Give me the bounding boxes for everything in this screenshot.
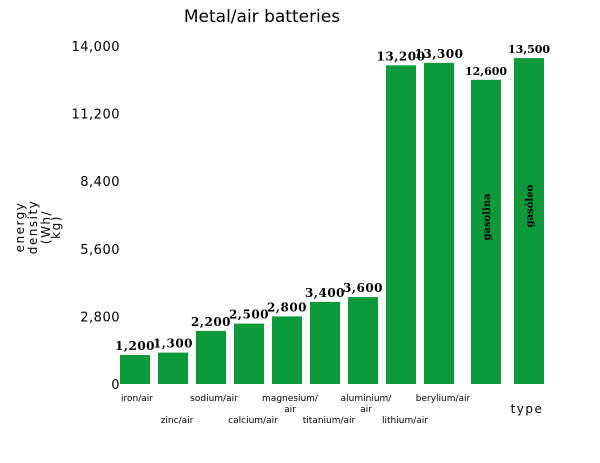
y-tick-label: 2,800 [80, 310, 120, 325]
y-tick-label: 14,000 [72, 40, 121, 55]
x-tick-label: air [284, 405, 296, 415]
bar-value-label: 3,400 [305, 286, 345, 300]
x-tick-label: calcium/air [228, 416, 278, 426]
x-tick-label: titanium/air [303, 416, 356, 426]
x-tick-label: sodium/air [190, 394, 238, 404]
bar-value-label: 13,200 [377, 49, 426, 63]
y-tick-label: 5,600 [80, 243, 120, 258]
bar [234, 323, 264, 384]
bar [310, 301, 340, 384]
bar-value-label: 12,600 [465, 65, 507, 78]
bar-inner-label: gasóleo [525, 184, 536, 227]
bar-value-label: 3,600 [343, 281, 383, 295]
bar-value-label: 13,300 [415, 47, 464, 61]
x-tick-label: air [360, 405, 372, 415]
y-axis-ticks: 0 2,800 5,600 8,400 11,200 14,000 [72, 40, 121, 393]
y-axis-label-line: (Wh/ [39, 210, 53, 244]
bar-value-label: 1,200 [115, 339, 155, 353]
bar [424, 62, 454, 385]
bar [272, 316, 302, 384]
bar-value-label: 13,500 [508, 43, 550, 56]
bar-value-label: 2,500 [229, 308, 269, 322]
y-axis-label-line: energy [13, 202, 27, 253]
y-tick-label: 8,400 [80, 175, 120, 190]
bar-value-label: 1,300 [153, 337, 193, 351]
bar-value-label: 2,800 [267, 300, 307, 314]
bar [386, 65, 416, 385]
y-axis-label-line: density [26, 200, 40, 255]
bar [120, 355, 150, 384]
x-axis-ticks: iron/air zinc/air sodium/air calcium/air mag… [121, 394, 471, 426]
bar [158, 352, 188, 384]
x-axis-label: type [511, 402, 544, 416]
y-axis-label: energy density (Wh/kg) [13, 200, 63, 255]
x-tick-label: magnesium/ [262, 394, 319, 404]
bar [514, 58, 544, 384]
bar [196, 330, 226, 384]
bar [471, 79, 501, 385]
x-tick-label: berylium/air [416, 394, 471, 404]
x-tick-label: iron/air [121, 394, 153, 404]
bar-value-label: 2,200 [191, 315, 231, 329]
bar-inner-label: gasolina [482, 193, 493, 241]
x-tick-label: aluminium/ [341, 394, 393, 404]
chart-title: Metal/air batteries [184, 7, 340, 27]
y-tick-label: 0 [111, 378, 120, 393]
x-tick-label: lithium/air [382, 416, 428, 426]
bar [348, 297, 378, 384]
x-tick-label: zinc/air [161, 416, 194, 426]
y-axis-label-line: kg) [49, 215, 63, 239]
y-tick-label: 11,200 [72, 108, 121, 123]
